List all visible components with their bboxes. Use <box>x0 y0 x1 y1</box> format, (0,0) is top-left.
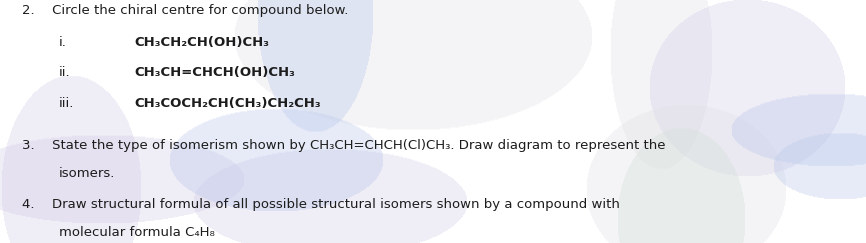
Text: CH₃COCH₂CH(CH₃)CH₂CH₃: CH₃COCH₂CH(CH₃)CH₂CH₃ <box>134 97 321 110</box>
Text: i.: i. <box>59 36 67 49</box>
Text: 3.  State the type of isomerism shown by CH₃CH=CHCH(Cl)CH₃. Draw diagram to repr: 3. State the type of isomerism shown by … <box>22 139 665 152</box>
Text: molecular formula C₄H₈: molecular formula C₄H₈ <box>59 226 215 239</box>
Text: CH₃CH₂CH(OH)CH₃: CH₃CH₂CH(OH)CH₃ <box>134 36 269 49</box>
Text: 4.  Draw structural formula of all possible structural isomers shown by a compou: 4. Draw structural formula of all possib… <box>22 198 619 211</box>
Text: ii.: ii. <box>59 66 70 79</box>
Text: 2.  Circle the chiral centre for compound below.: 2. Circle the chiral centre for compound… <box>22 4 348 17</box>
Text: isomers.: isomers. <box>59 167 115 180</box>
Text: CH₃CH=CHCH(OH)CH₃: CH₃CH=CHCH(OH)CH₃ <box>134 66 295 79</box>
Text: iii.: iii. <box>59 97 74 110</box>
